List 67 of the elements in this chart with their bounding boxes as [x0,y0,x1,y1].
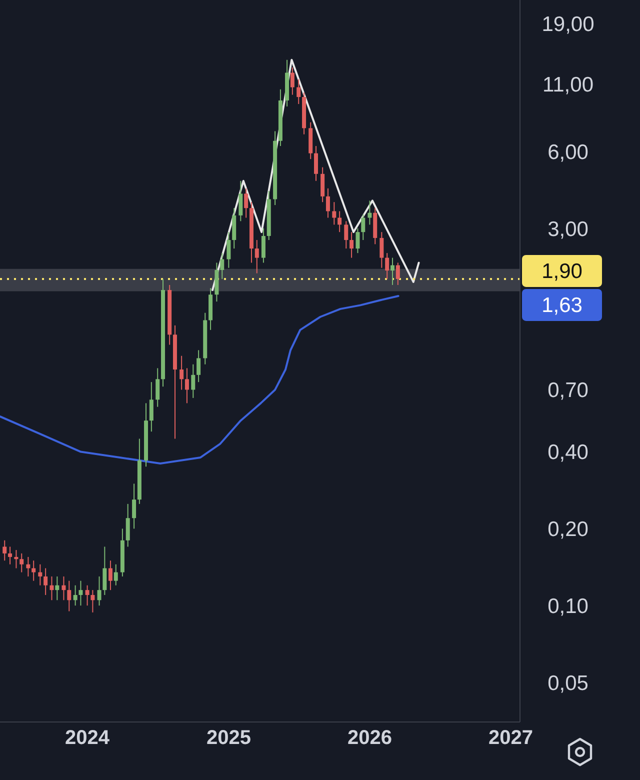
candlestick [238,180,243,222]
y-tick-label: 0,20 [548,518,588,542]
candlestick [62,576,66,601]
line-series [211,58,420,292]
candlestick [97,576,102,606]
x-tick-label: 2027 [488,727,533,750]
candlestick [78,580,83,606]
candlestick [344,220,348,250]
line-series [0,294,400,464]
x-tick-label: 2026 [347,727,392,750]
candlestick [26,556,30,577]
candlestick [390,257,394,286]
y-tick-label: 6,00 [548,140,588,164]
candlestick [8,546,12,565]
ref-line-label: 1,90 [542,260,582,283]
candlestick [396,262,400,286]
candlestick [20,552,24,573]
y-tick-label: 0,70 [548,379,588,402]
candlestick [226,232,231,268]
candlestick [132,483,136,530]
candlestick [356,228,360,254]
x-tick-label: 2024 [65,727,110,750]
candlestick [184,368,189,404]
candlestick [326,188,330,218]
candlestick [55,576,60,601]
y-tick-label: 3,00 [548,218,588,241]
candlestick [385,252,390,280]
candlestick [2,540,7,562]
candlestick [114,564,118,586]
candlestick [90,590,95,613]
candlestick [350,232,354,258]
candlestick [332,202,336,226]
y-tick-label: 19,00 [542,13,594,36]
x-tick-label: 2025 [206,727,251,750]
candlestick [44,568,48,596]
candlestick [220,252,224,280]
candlestick [156,368,160,408]
y-tick-label: 0,10 [548,595,588,618]
candlestick [102,546,107,596]
y-tick-label: 11,00 [542,74,594,97]
candlestick [149,382,154,432]
candlestick [50,576,54,601]
candlestick [296,78,301,105]
candlestick [14,550,18,569]
candlestick [180,355,184,390]
candlestick [67,580,72,612]
candlestick [73,584,78,606]
candlestick [196,350,201,383]
candlestick [191,364,196,398]
candlestick [108,560,112,591]
text: 1,63 [542,294,582,317]
candlestick [38,564,42,586]
candlestick [261,228,266,264]
candlestick [338,210,342,233]
y-tick-label: 0,40 [548,441,588,464]
candlestick [361,214,366,240]
candlestick [320,166,325,203]
candlestick [244,188,248,218]
candlestick [380,232,384,268]
candlestick [368,200,372,226]
candlestick [126,503,130,548]
candlestick [314,146,318,182]
y-tick-label: 0,05 [548,672,588,695]
candlestick [290,66,294,96]
candlestick [85,584,90,606]
candlestick [254,239,259,274]
candlestick [32,560,36,582]
